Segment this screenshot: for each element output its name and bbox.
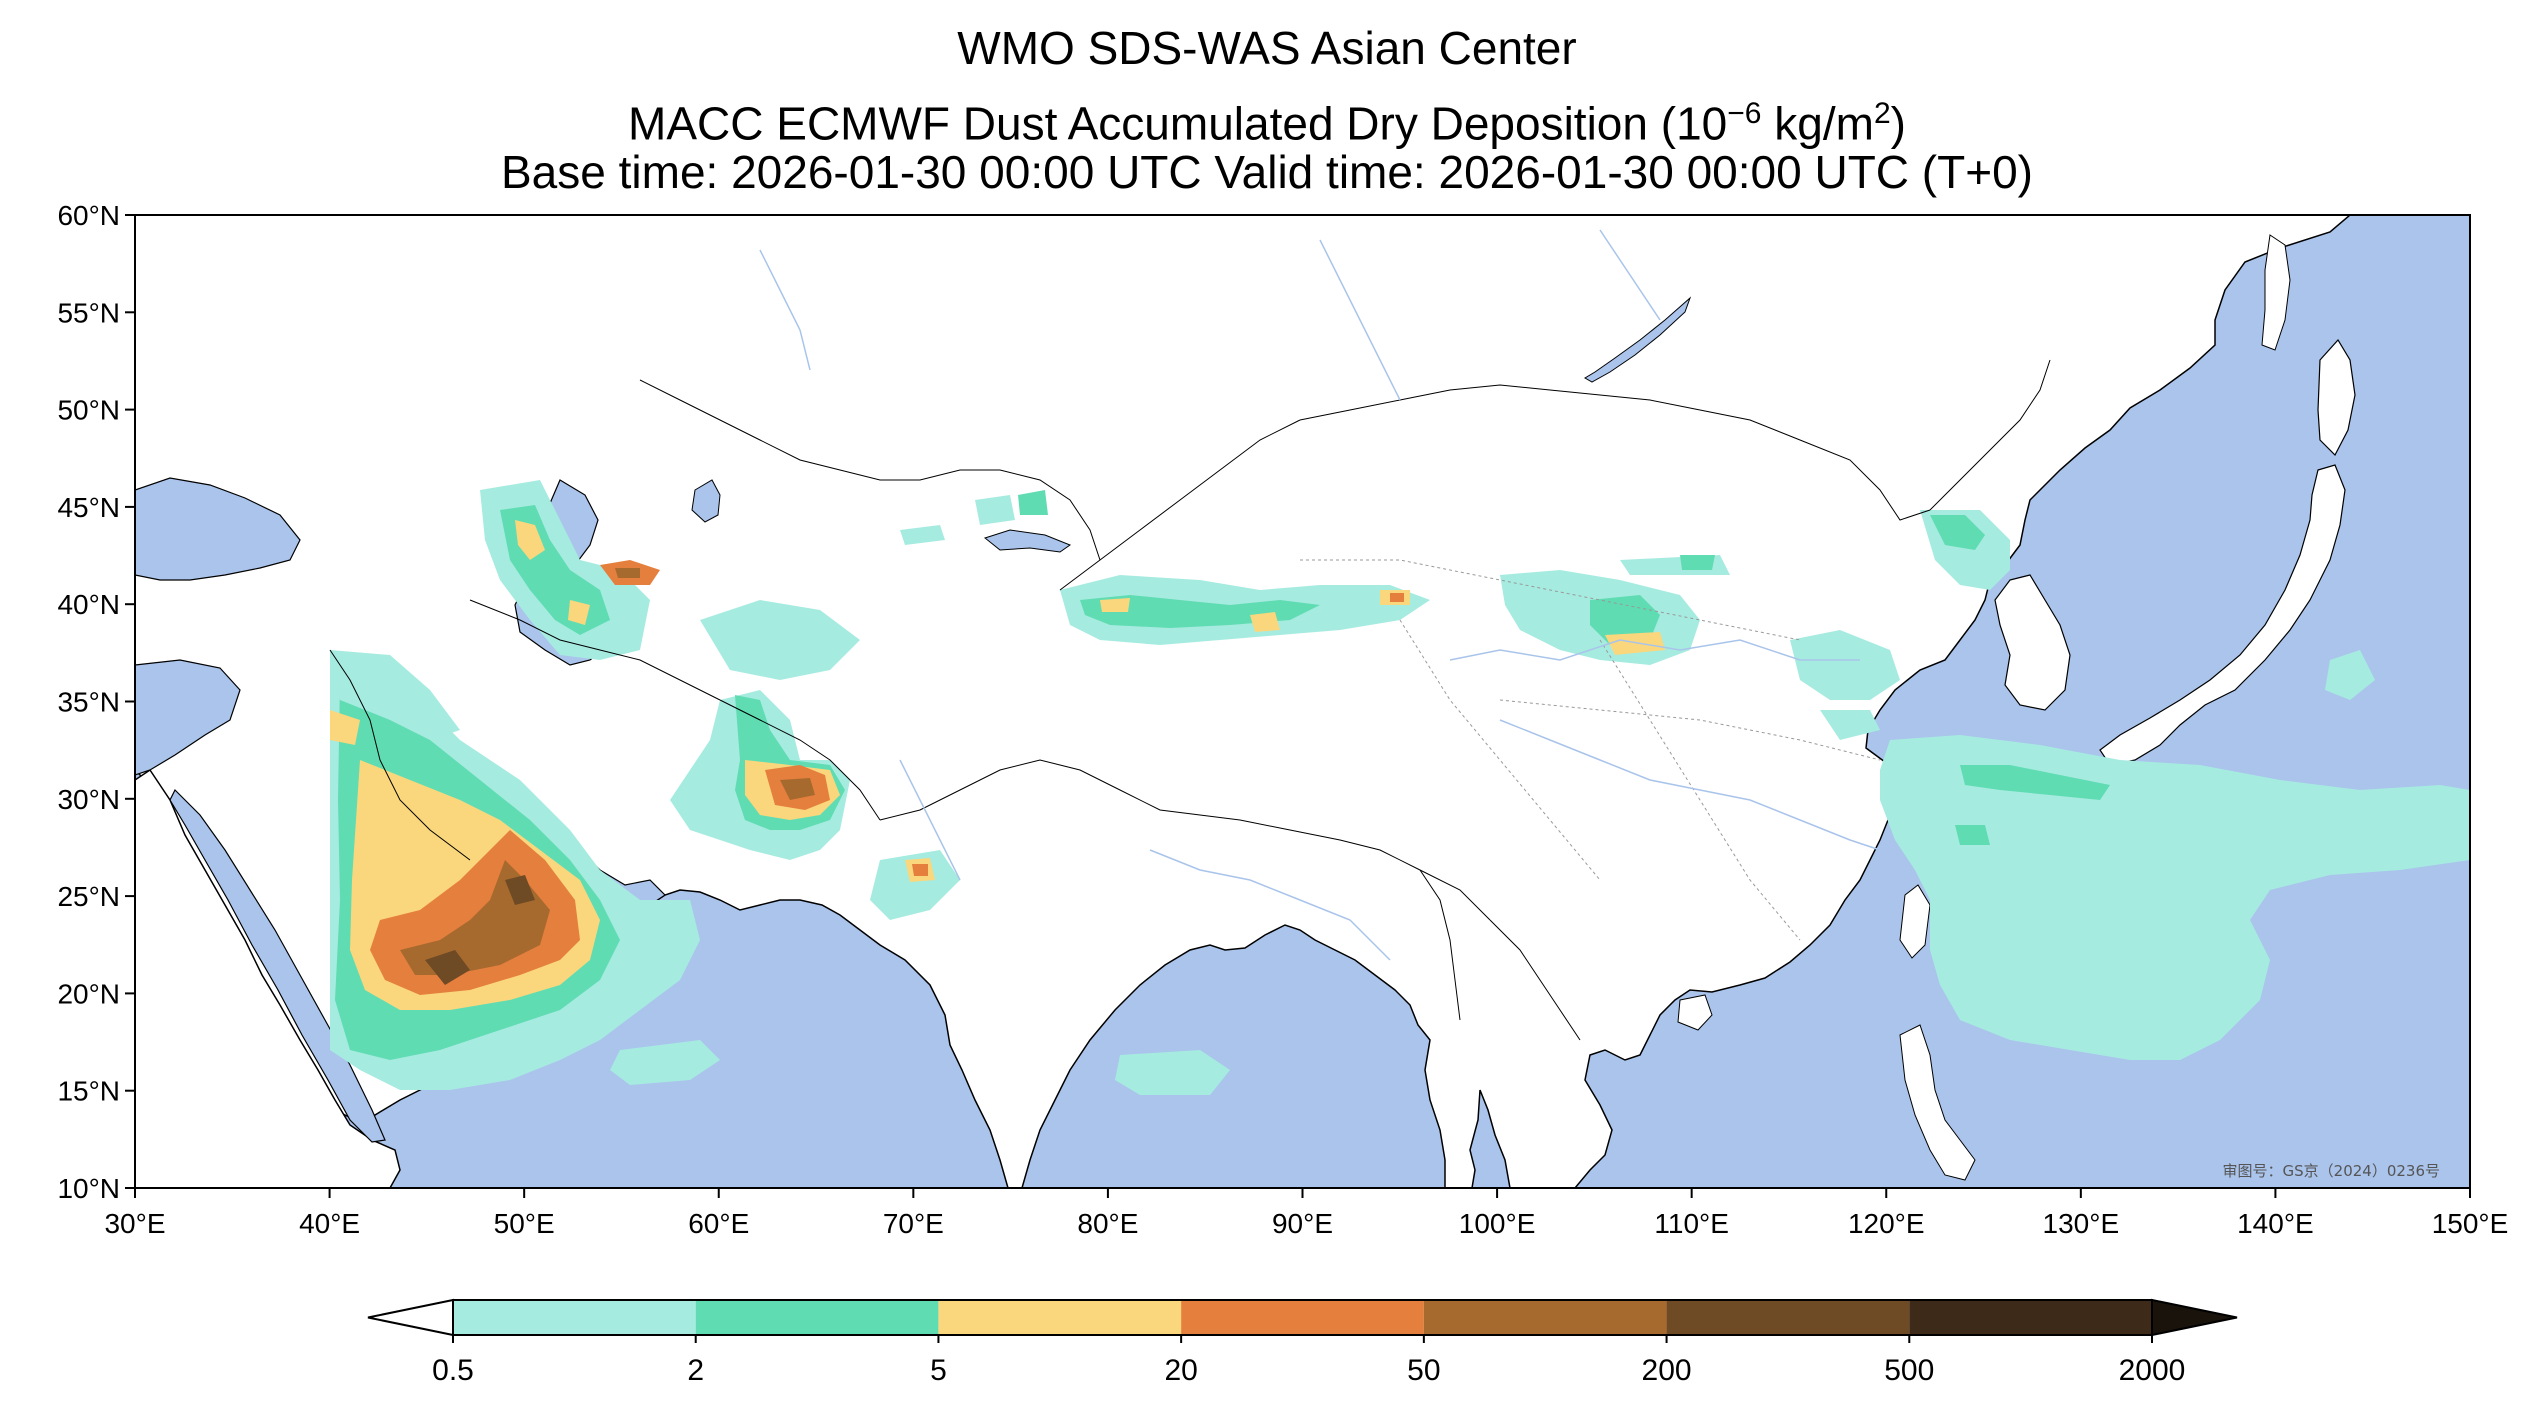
dust-arabiansea-level1 — [610, 1040, 720, 1085]
colorbar-label: 0.5 — [432, 1354, 474, 1387]
province-borders — [1300, 559, 1881, 941]
lon-tick-label: 40°E — [299, 1208, 360, 1239]
dust-northeast-level2 — [1930, 515, 1985, 550]
black-sea — [135, 477, 301, 581]
land-korea — [1994, 574, 2071, 711]
land-sakhalin — [2261, 234, 2291, 351]
colorbar-label: 500 — [1884, 1354, 1934, 1387]
longitude-axis: 30°E 40°E 50°E 60°E 70°E 80°E 90°E 100°E 110°E 12… — [104, 1188, 2508, 1239]
lake-balkhash — [983, 529, 1072, 553]
land-taiwan — [1899, 884, 1931, 959]
colorbar-segment — [1666, 1300, 1910, 1335]
lon-tick-label: 60°E — [688, 1208, 749, 1239]
lat-tick-label: 35°N — [57, 687, 120, 718]
title-line-1: WMO SDS-WAS Asian Center — [957, 22, 1577, 74]
land-africa — [135, 768, 401, 1188]
latitude-axis: 60°N 55°N 50°N 45°N 40°N 35°N 30°N 25°N 20°N 15°N… — [57, 200, 135, 1204]
lon-tick-label: 120°E — [1848, 1208, 1925, 1239]
colorbar-frame — [452, 1299, 2153, 1336]
red-sea — [169, 788, 386, 1143]
dust-levant-level3 — [330, 710, 360, 745]
dust-thar-level1 — [870, 850, 960, 920]
dust-caspian-level5 — [615, 568, 640, 578]
colorbar-label: 20 — [1164, 1354, 1197, 1387]
dust-caspian-level3 — [515, 520, 590, 625]
dust-arabia-level6 — [425, 875, 535, 985]
title-line-2-unit-exponent: 2 — [1873, 97, 1891, 130]
dust-afpak-level5 — [780, 778, 815, 800]
lon-tick-label: 70°E — [883, 1208, 944, 1239]
lon-tick-label: 100°E — [1459, 1208, 1536, 1239]
map-area: 审图号：GS京（2024）0236号 — [135, 215, 2470, 1188]
dust-centralasia-level1 — [700, 495, 1015, 680]
dust-pacific-level2 — [1955, 765, 2110, 845]
colorbar-segment — [1423, 1300, 1667, 1335]
lat-tick-label: 10°N — [57, 1173, 120, 1204]
lat-tick-label: 45°N — [57, 492, 120, 523]
title-line-2-end: ) — [1890, 97, 1906, 150]
lon-tick-label: 150°E — [2432, 1208, 2509, 1239]
rivers — [759, 229, 1881, 961]
lat-tick-label: 25°N — [57, 881, 120, 912]
lat-tick-label: 60°N — [57, 200, 120, 231]
lake-baikal — [1584, 296, 1692, 383]
dust-bengal-level1 — [1115, 1050, 1230, 1095]
colorbar-label: 200 — [1642, 1354, 1692, 1387]
dust-taklimakan-level4 — [1390, 593, 1404, 602]
lat-tick-label: 55°N — [57, 297, 120, 328]
country-borders — [329, 359, 2051, 1041]
lon-tick-label: 140°E — [2237, 1208, 2314, 1239]
lon-tick-label: 80°E — [1077, 1208, 1138, 1239]
dust-thar-level4 — [912, 864, 928, 876]
lon-tick-label: 130°E — [2043, 1208, 2120, 1239]
lat-tick-label: 15°N — [57, 1076, 120, 1107]
lon-tick-label: 90°E — [1272, 1208, 1333, 1239]
dust-taklimakan-level3 — [1100, 590, 1410, 632]
colorbar-label: 5 — [930, 1354, 947, 1387]
lat-tick-label: 50°N — [57, 395, 120, 426]
mediterranean-sea — [135, 659, 241, 776]
dust-northchina-level1 — [1790, 630, 1900, 740]
title-line-2-text: MACC ECMWF Dust Accumulated Dry Depositi… — [628, 97, 1728, 150]
dust-contours — [330, 480, 2470, 1095]
colorbar-label: 2 — [687, 1354, 704, 1387]
aral-sea — [691, 479, 721, 523]
colorbar-under-triangle — [367, 1298, 454, 1337]
colorbar-label: 50 — [1407, 1354, 1440, 1387]
title-line-3: Base time: 2026-01-30 00:00 UTC Valid ti… — [501, 146, 2033, 198]
title-line-2-unit: kg/m — [1761, 97, 1874, 150]
colorbar-segment — [1181, 1300, 1424, 1335]
dust-centralasia-level2 — [1018, 490, 1048, 515]
dust-gobi-level3 — [1605, 632, 1665, 655]
dust-gobi-level2 — [1590, 555, 1715, 645]
dust-pacific-level1 — [1880, 650, 2470, 1060]
map-approval-number: 审图号：GS京（2024）0236号 — [2223, 1162, 2441, 1180]
land-hainan — [1677, 994, 1713, 1031]
title-line-2-exponent: −6 — [1727, 97, 1762, 130]
lat-tick-label: 40°N — [57, 589, 120, 620]
lon-tick-label: 110°E — [1654, 1208, 1729, 1239]
colorbar: 0.5 2 5 20 50 200 500 2000 — [367, 1298, 2238, 1387]
dust-levant-level1 — [330, 650, 460, 740]
colorbar-segment — [938, 1300, 1182, 1335]
colorbar-label: 2000 — [2119, 1354, 2186, 1387]
title-line-2: MACC ECMWF Dust Accumulated Dry Depositi… — [0, 88, 2534, 149]
colorbar-over-triangle — [2151, 1298, 2238, 1337]
colorbar-segment — [453, 1300, 696, 1335]
lat-tick-label: 30°N — [57, 784, 120, 815]
colorbar-segment — [695, 1300, 939, 1335]
land-philippines — [1899, 1024, 1976, 1181]
colorbar-segment — [1909, 1300, 2152, 1335]
lon-tick-label: 30°E — [104, 1208, 165, 1239]
lon-tick-label: 50°E — [494, 1208, 555, 1239]
lat-tick-label: 20°N — [57, 978, 120, 1009]
